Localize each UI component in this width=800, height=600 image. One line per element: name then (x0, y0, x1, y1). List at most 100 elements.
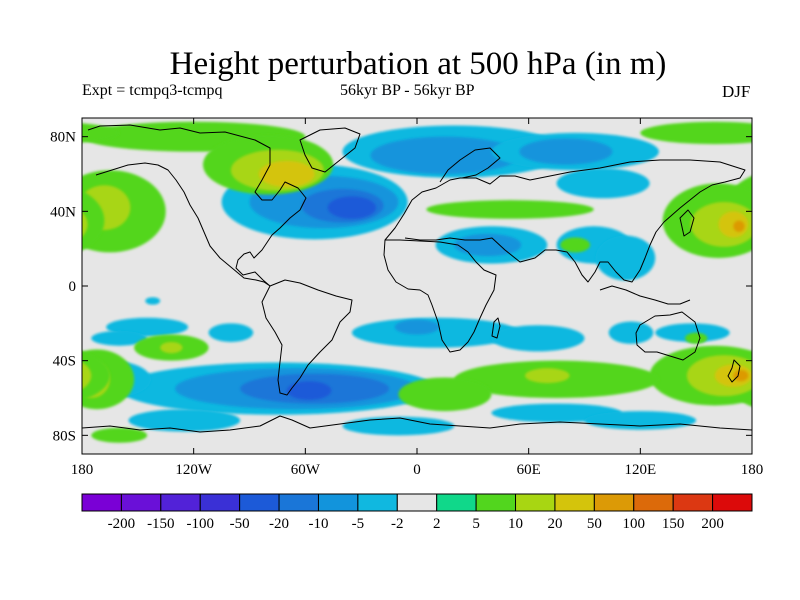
contour-region (15, 333, 37, 344)
lon-tick-label: 120E (624, 462, 656, 478)
colorbar-label: -2 (391, 516, 404, 532)
colorbar-swatch (436, 493, 477, 512)
coastline-japan (679, 209, 695, 237)
colorbar-swatch (239, 493, 280, 512)
colorbar-swatch (712, 493, 753, 512)
lat-tick-label: 80N (50, 130, 76, 146)
lat-tick-label: 40S (53, 354, 76, 370)
contour-region (584, 411, 697, 430)
contour-fill (0, 121, 800, 443)
contour-region (560, 237, 591, 253)
colorbar-swatch (317, 493, 359, 512)
contour-region (608, 321, 654, 344)
contour-region (145, 297, 161, 305)
contour-region (752, 122, 800, 152)
colorbar-label: 50 (587, 516, 602, 532)
contour-region (82, 190, 105, 251)
colorbar-label: -50 (230, 516, 250, 532)
contour-region (82, 212, 88, 237)
colorbar-swatch (554, 493, 595, 512)
colorbar-swatch (475, 493, 517, 512)
colorbar-swatch (357, 493, 398, 512)
contour-region (351, 317, 520, 348)
contour-region (286, 381, 332, 400)
colorbar-swatch (396, 493, 438, 512)
lon-tick-label: 180 (71, 462, 94, 478)
colorbar-label: -150 (147, 516, 175, 532)
lon-tick-label: 60E (517, 462, 541, 478)
lat-tick-label: 80S (53, 428, 76, 444)
contour-region (208, 323, 254, 342)
coastline-australia (635, 311, 701, 361)
contour-region (82, 362, 92, 390)
lon-tick-label: 0 (413, 462, 421, 478)
experiment-label: Expt = tcmpq3-tcmpq (82, 82, 223, 99)
colorbar-label: -5 (352, 516, 365, 532)
contour-region (398, 377, 492, 412)
coastline-north-america (87, 124, 307, 287)
contour-region (733, 370, 749, 382)
contour-region (160, 342, 183, 354)
contour-region (491, 325, 585, 352)
contour-region (0, 411, 26, 430)
colorbar-label: 5 (472, 516, 480, 532)
contour-region (454, 233, 522, 257)
coastlines (82, 124, 752, 433)
contour-region (63, 370, 78, 381)
plot-title: Height perturbation at 500 hPa (in m) (169, 46, 667, 82)
contour-region (370, 136, 520, 174)
coastline-new-zealand (727, 359, 741, 383)
colorbar-swatch (199, 493, 241, 512)
colorbar-swatch (515, 493, 556, 512)
contour-region (761, 428, 800, 443)
contour-region (63, 221, 74, 232)
coastline-africa (383, 239, 497, 353)
colorbar-swatch (633, 493, 674, 512)
contour-region (556, 168, 650, 199)
season-label: DJF (722, 82, 751, 101)
contour-region (595, 235, 656, 281)
lon-tick-label: 60W (291, 462, 321, 478)
contour-region (776, 318, 800, 337)
colorbar-swatch (81, 493, 122, 512)
contour-region (789, 363, 800, 415)
coastline-europe-asia (384, 159, 746, 283)
contour-region (342, 416, 455, 436)
colorbar-swatch (278, 493, 319, 512)
contour-region (519, 138, 613, 165)
colorbar-label: -20 (269, 516, 289, 532)
lon-tick-label: 180 (741, 462, 764, 478)
contour-region (327, 196, 377, 219)
contour-region (655, 323, 730, 342)
coastline-south-america (261, 279, 353, 396)
lat-tick-label: 0 (69, 279, 77, 295)
contour-region (761, 331, 800, 346)
contour-region (82, 123, 120, 143)
contour-region (733, 220, 745, 232)
colorbar-label: 2 (433, 516, 441, 532)
coastline-greenland (299, 127, 361, 173)
period-label: 56kyr BP - 56kyr BP (340, 82, 475, 99)
colorbar-label: -200 (108, 516, 136, 532)
colorbar-swatch (672, 493, 714, 512)
colorbar-label: 20 (547, 516, 562, 532)
contour-region (258, 160, 315, 188)
colorbar-swatch (120, 493, 162, 512)
contour-region (394, 319, 440, 335)
map-axes: 80N 40N 0 40S 80S 180 120W 60W 0 60E 120E 180 (50, 118, 763, 478)
contour-region (0, 323, 60, 342)
contour-region (82, 351, 110, 401)
colorbar: -200 -150 -100 -50 -20 -10 -5 -2 2 5 10 20 50 100 150 2… (81, 493, 753, 532)
contour-region (524, 368, 570, 384)
coastline-southeast-asia (599, 285, 691, 305)
colorbar-swatch (160, 493, 201, 512)
contour-region (426, 200, 594, 219)
lat-tick-label: 40N (50, 204, 76, 220)
contour-region (91, 330, 148, 346)
colorbar-label: -100 (186, 516, 214, 532)
coastline-scandinavia (439, 147, 501, 183)
colorbar-label: 10 (508, 516, 523, 532)
colorbar-label: 150 (662, 516, 685, 532)
contour-region (91, 427, 148, 443)
